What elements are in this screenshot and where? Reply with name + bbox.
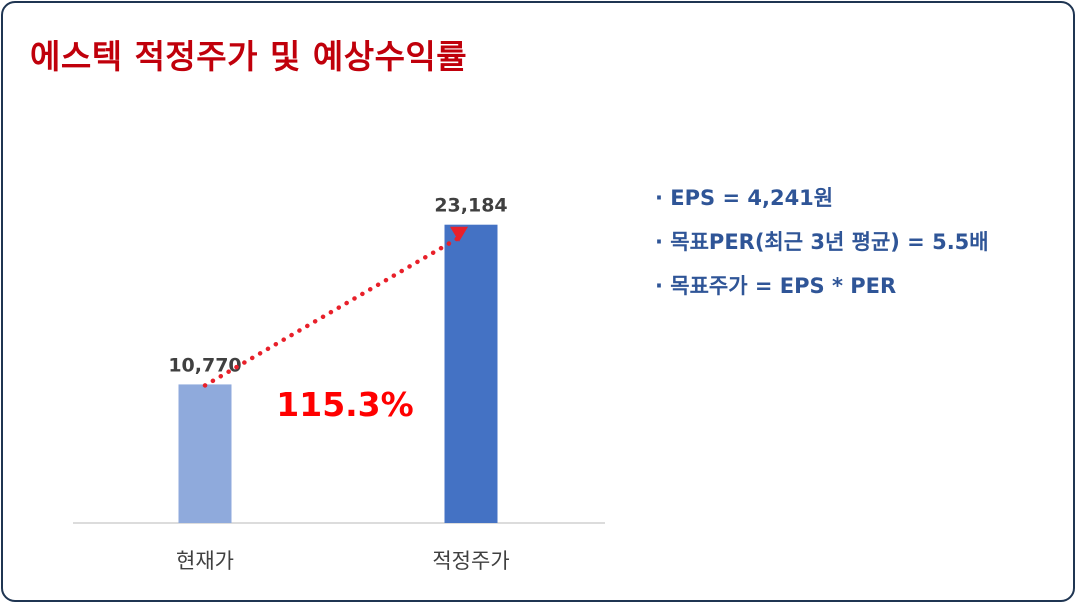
bar-1 bbox=[178, 384, 232, 523]
info-target-price-formula: · 목표주가 = EPS * PER bbox=[655, 274, 897, 298]
connector-arrowhead bbox=[450, 226, 468, 242]
info-list: · EPS = 4,241원 · 목표PER(최근 3년 평균) = 5.5배 … bbox=[655, 182, 989, 314]
bar-2 bbox=[444, 224, 498, 523]
data-label-1: 10,770 bbox=[168, 354, 241, 376]
info-target-per: · 목표PER(최근 3년 평균) = 5.5배 bbox=[655, 230, 989, 254]
info-eps: · EPS = 4,241원 bbox=[655, 186, 834, 210]
page-title: 에스텍 적정주가 및 예상수익률 bbox=[30, 37, 468, 76]
data-label-2: 23,184 bbox=[434, 195, 507, 217]
return-annotation: 115.3% bbox=[276, 385, 413, 424]
growth-connector bbox=[202, 235, 462, 388]
category-label-2: 적정주가 bbox=[432, 549, 509, 573]
category-label-1: 현재가 bbox=[176, 549, 234, 573]
